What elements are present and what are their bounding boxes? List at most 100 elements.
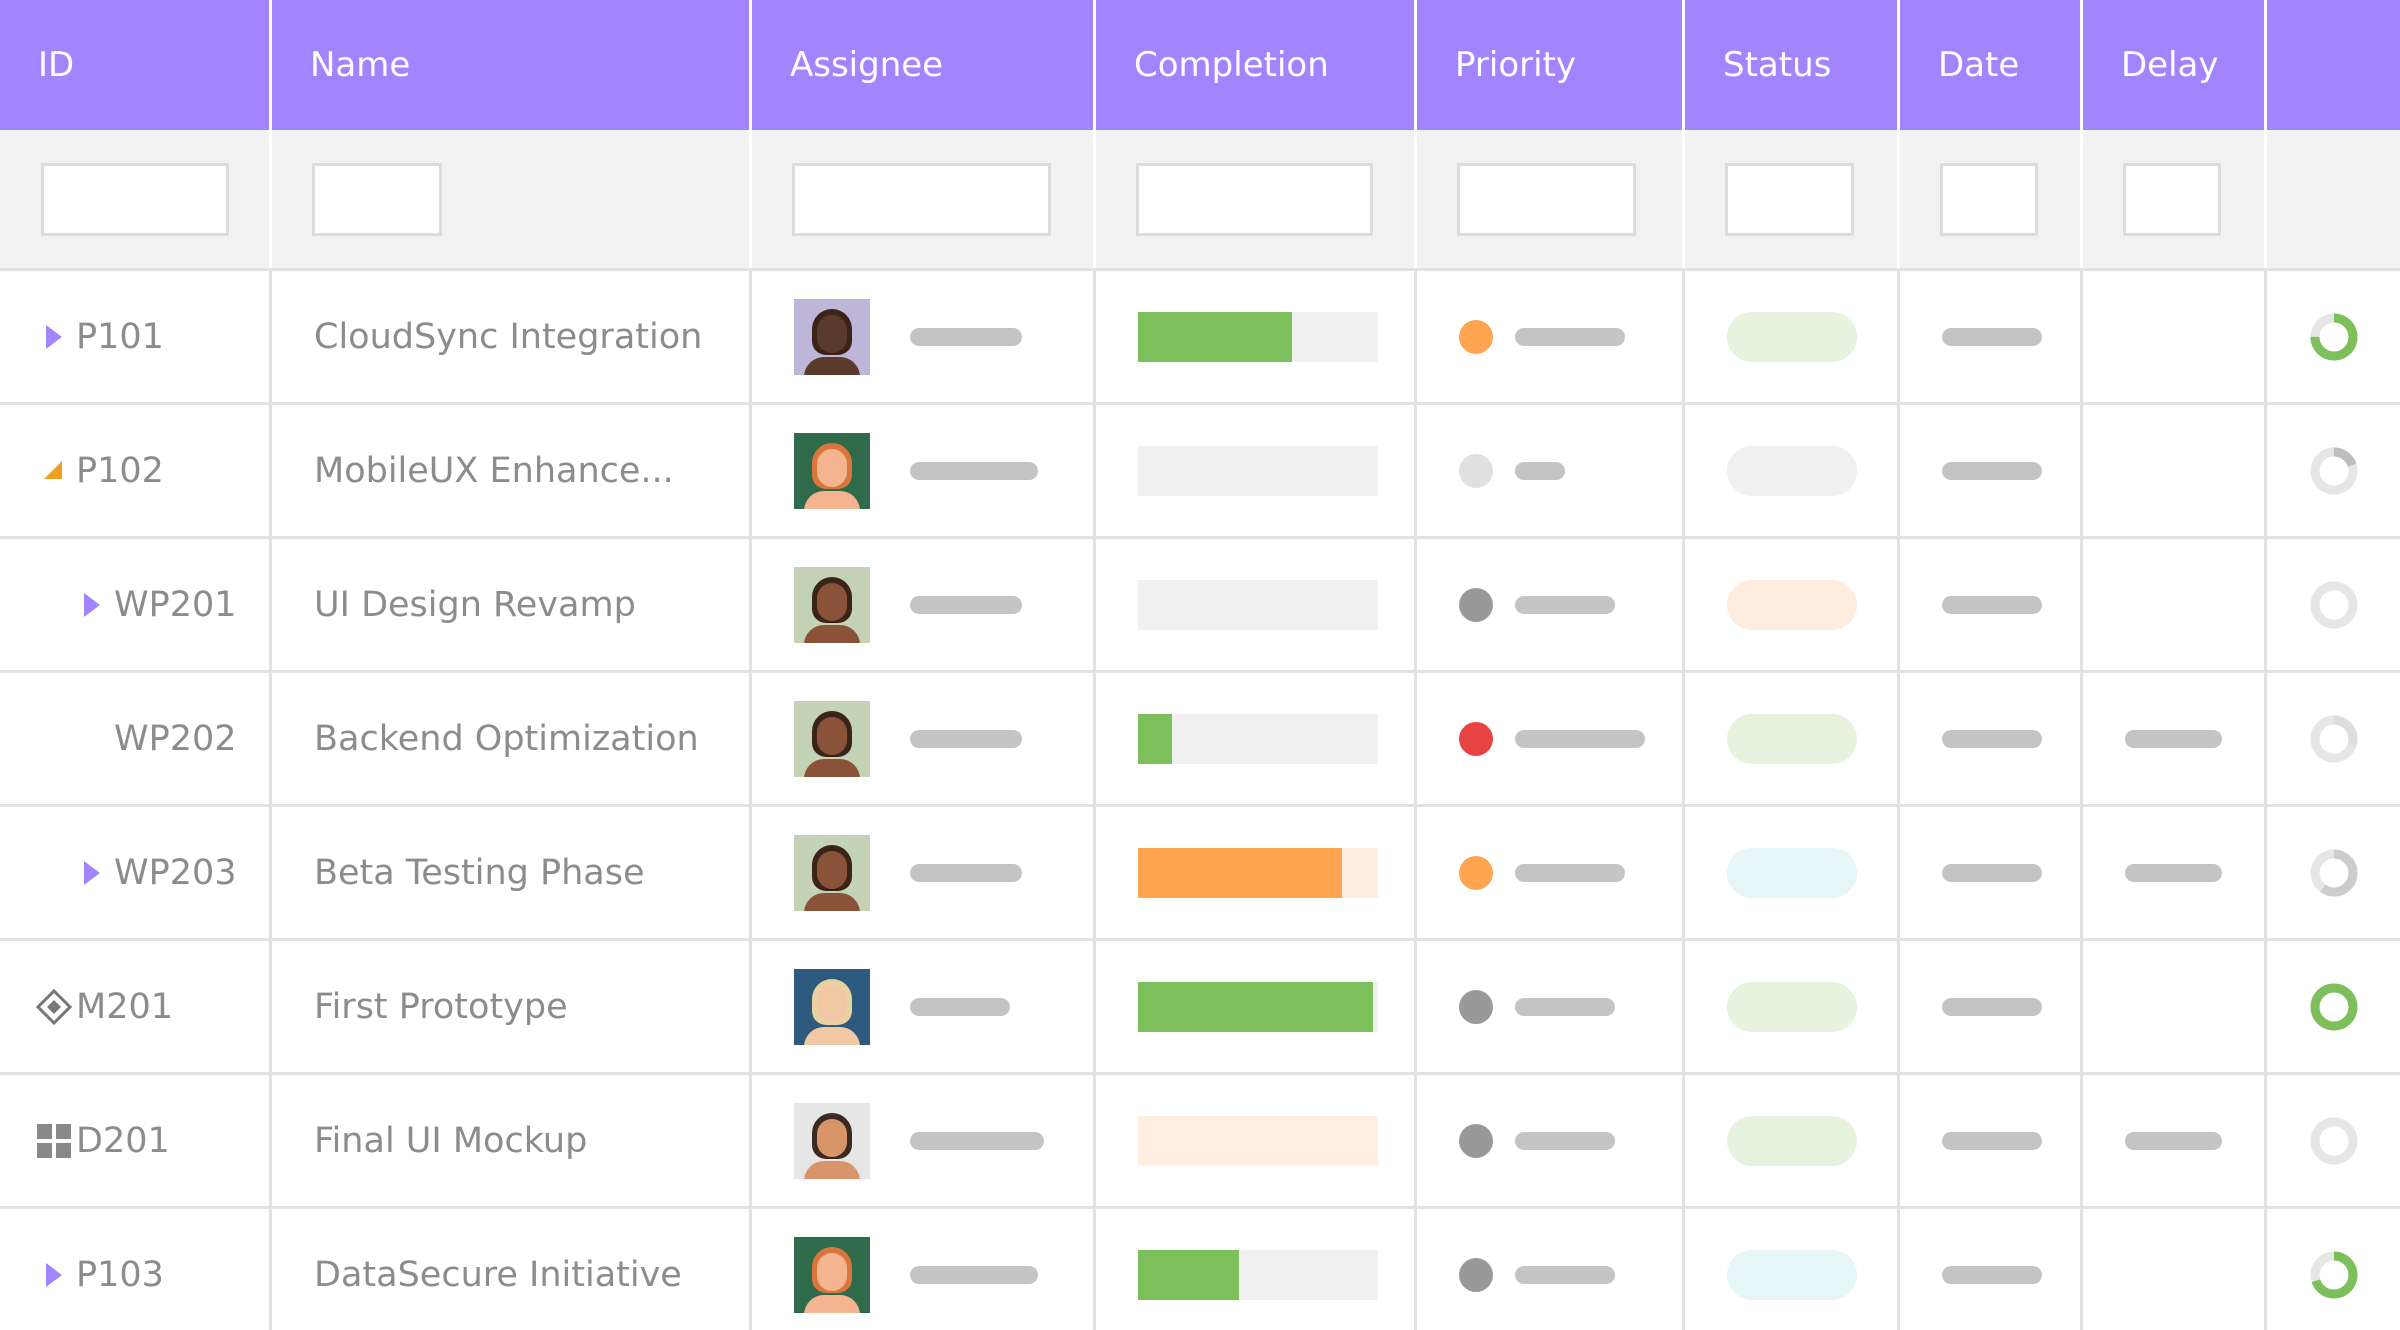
name-cell: MobileUX Enhance... <box>272 405 752 536</box>
completion-fill <box>1138 713 1172 764</box>
progress-cell <box>2267 1209 2400 1330</box>
priority-cell <box>1417 271 1685 402</box>
completion-fill <box>1138 847 1342 898</box>
progress-cell <box>2267 941 2400 1072</box>
status-pill <box>1727 981 1857 1032</box>
id-cell: WP202 <box>0 673 272 804</box>
date-cell <box>1900 271 2083 402</box>
assignee-cell <box>752 539 1096 670</box>
status-pill <box>1727 847 1857 898</box>
filter-input[interactable] <box>792 162 1051 236</box>
icon-holder <box>36 319 72 355</box>
name-cell: DataSecure Initiative <box>272 1209 752 1330</box>
delay-cell <box>2083 941 2267 1072</box>
table-row[interactable]: P101 CloudSync Integration <box>0 271 2400 405</box>
icon-holder <box>74 721 110 757</box>
name-cell: Backend Optimization <box>272 673 752 804</box>
filter-input[interactable] <box>1457 162 1636 236</box>
row-icon[interactable] <box>36 453 72 489</box>
header-cell[interactable]: Date <box>1900 0 2083 130</box>
filter-row <box>0 130 2400 271</box>
table-row[interactable]: P102 MobileUX Enhance... <box>0 405 2400 539</box>
assignee-cell <box>752 405 1096 536</box>
row-icon[interactable] <box>36 1257 72 1293</box>
table-row[interactable]: M201 First Prototype <box>0 941 2400 1075</box>
row-id: WP201 <box>114 584 237 625</box>
filter-input[interactable] <box>1940 162 2038 236</box>
avatar-body <box>804 1294 860 1313</box>
name-cell: UI Design Revamp <box>272 539 752 670</box>
priority-line <box>1515 1131 1615 1150</box>
status-pill <box>1727 445 1857 496</box>
priority-cell <box>1417 1075 1685 1206</box>
filter-cell <box>2083 130 2267 268</box>
priority-dot <box>1459 453 1493 488</box>
filter-input[interactable] <box>41 162 229 236</box>
row-icon[interactable] <box>36 319 72 355</box>
header-cell[interactable]: Completion <box>1096 0 1417 130</box>
icon-holder <box>36 1123 72 1159</box>
table-row[interactable]: D201 Final UI Mockup <box>0 1075 2400 1209</box>
id-cell: M201 <box>0 941 272 1072</box>
date-cell <box>1900 1075 2083 1206</box>
completion-bar <box>1138 579 1378 630</box>
header-cell[interactable]: Status <box>1685 0 1900 130</box>
avatar-body <box>804 356 860 375</box>
completion-cell <box>1096 1209 1417 1330</box>
header-cell[interactable]: Name <box>272 0 752 130</box>
priority-line <box>1515 997 1615 1016</box>
header-cell[interactable]: Assignee <box>752 0 1096 130</box>
priority-dot <box>1459 1257 1493 1292</box>
header-cell[interactable]: Delay <box>2083 0 2267 130</box>
table-row[interactable]: WP201 UI Design Revamp <box>0 539 2400 673</box>
row-id: M201 <box>76 986 174 1027</box>
id-cell: D201 <box>0 1075 272 1206</box>
table-row[interactable]: WP202 Backend Optimization <box>0 673 2400 807</box>
assignee-line <box>910 997 1010 1016</box>
header-cell[interactable]: Priority <box>1417 0 1685 130</box>
priority-cell <box>1417 941 1685 1072</box>
assignee-cell <box>752 673 1096 804</box>
status-pill <box>1727 311 1857 362</box>
table-row[interactable]: WP203 Beta Testing Phase <box>0 807 2400 941</box>
completion-cell <box>1096 539 1417 670</box>
filter-input[interactable] <box>312 162 442 236</box>
filter-cell <box>1096 130 1417 268</box>
delay-line <box>2125 1131 2222 1150</box>
row-icon[interactable] <box>74 855 110 891</box>
assignee-line <box>910 863 1022 882</box>
filter-input[interactable] <box>2123 162 2221 236</box>
table-row[interactable]: P103 DataSecure Initiative <box>0 1209 2400 1330</box>
row-name: First Prototype <box>314 986 568 1027</box>
priority-dot <box>1459 1123 1493 1158</box>
avatar-face <box>817 1252 847 1291</box>
date-line <box>1942 461 2042 480</box>
row-icon[interactable] <box>74 587 110 623</box>
assignee-line <box>910 461 1038 480</box>
assignee-line <box>910 1131 1044 1150</box>
priority-cell <box>1417 673 1685 804</box>
filter-cell <box>272 130 752 268</box>
row-icon <box>74 721 110 757</box>
delay-cell <box>2083 673 2267 804</box>
avatar-body <box>804 1026 860 1045</box>
header-cell[interactable]: ID <box>0 0 272 130</box>
row-name: UI Design Revamp <box>314 584 636 625</box>
priority-dot <box>1459 721 1493 756</box>
filter-input[interactable] <box>1136 162 1373 236</box>
priority-dot <box>1459 319 1493 354</box>
filter-input[interactable] <box>1725 162 1854 236</box>
name-cell: Beta Testing Phase <box>272 807 752 938</box>
icon-holder <box>36 453 72 489</box>
row-name: DataSecure Initiative <box>314 1254 682 1295</box>
id-cell: P102 <box>0 405 272 536</box>
progress-cell <box>2267 673 2400 804</box>
id-cell: WP203 <box>0 807 272 938</box>
progress-ring <box>2310 715 2357 762</box>
progress-ring <box>2310 983 2357 1030</box>
header-row: ID Name Assignee Completion Priority Sta… <box>0 0 2400 130</box>
id-cell: P103 <box>0 1209 272 1330</box>
row-id: P102 <box>76 450 164 491</box>
delay-cell <box>2083 405 2267 536</box>
